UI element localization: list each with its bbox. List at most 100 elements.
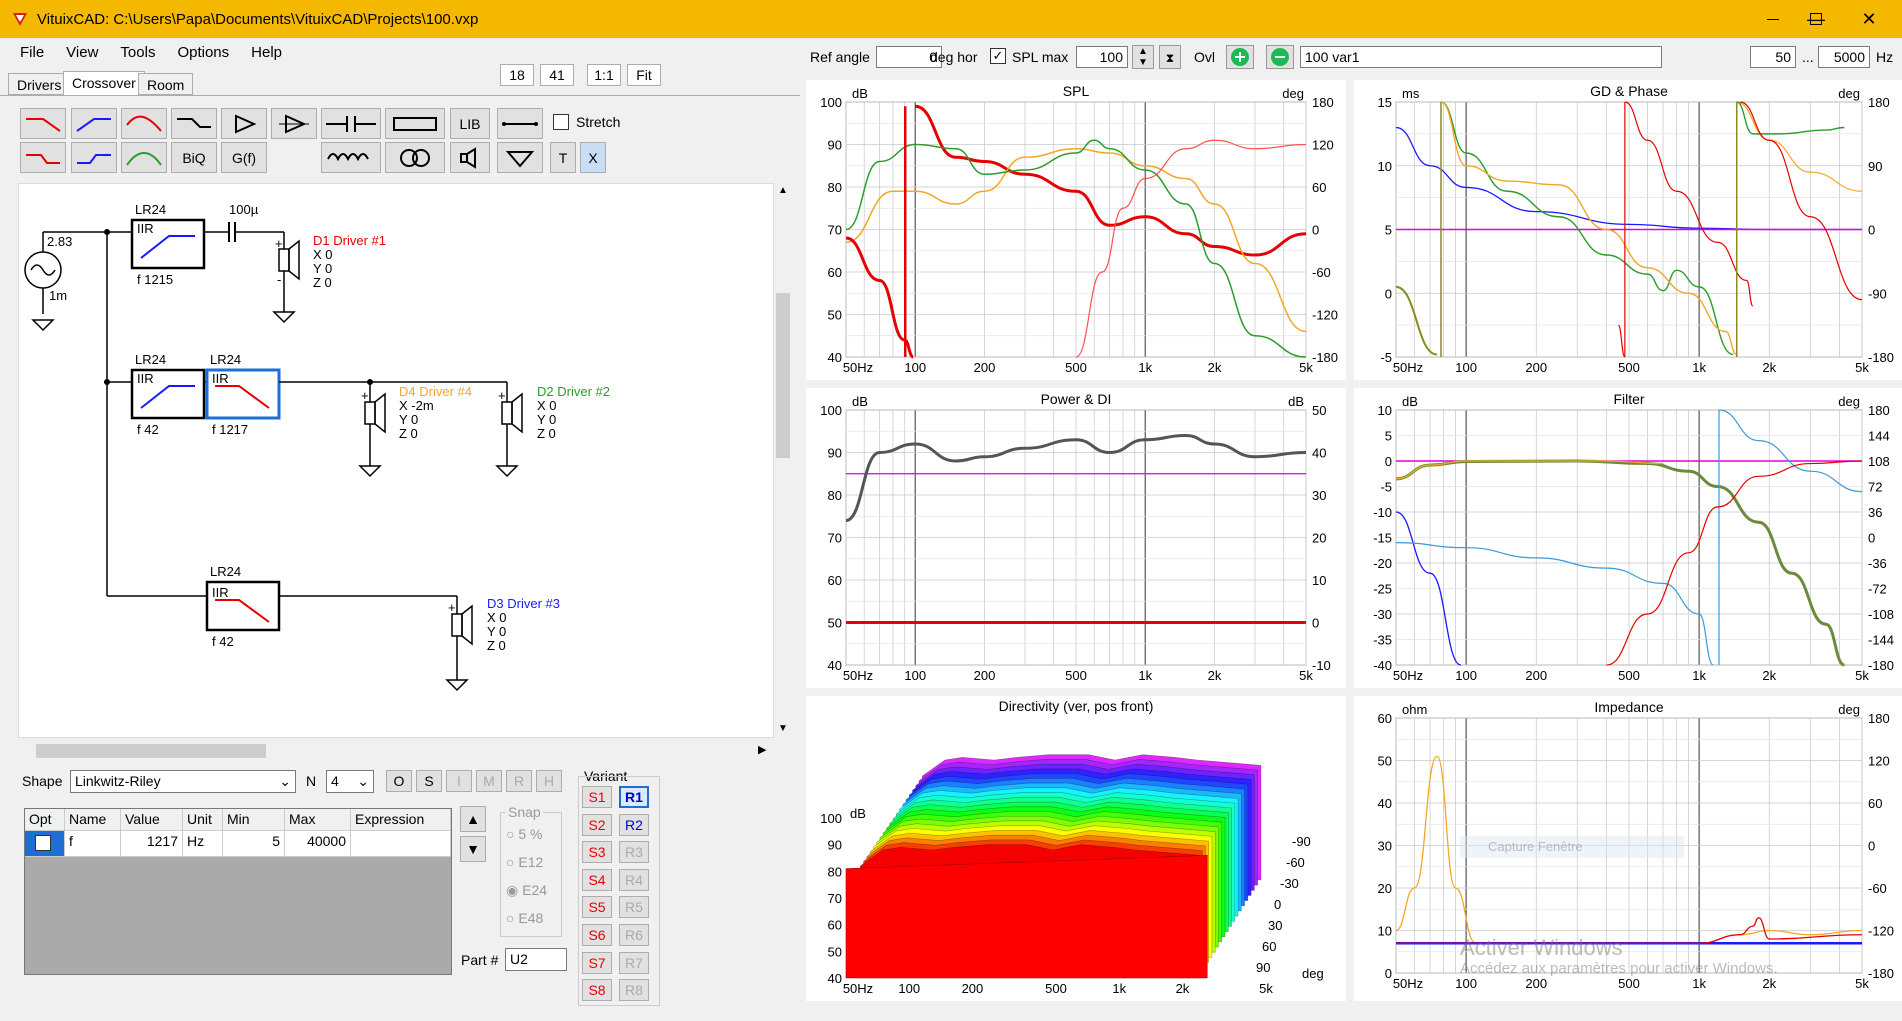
flag-o-button[interactable]: O xyxy=(386,770,412,792)
tab-drivers[interactable]: Drivers xyxy=(8,73,71,95)
wire-tool[interactable] xyxy=(497,108,543,139)
biquad-tool[interactable]: BiQ xyxy=(171,142,217,173)
move-up-button[interactable]: ▲ xyxy=(460,806,486,832)
variant-s1-button[interactable]: S1 xyxy=(582,786,612,808)
min-cell[interactable]: 5 xyxy=(223,831,285,857)
shelf-tool[interactable] xyxy=(171,108,217,139)
scroll-right-icon[interactable]: ▶ xyxy=(758,744,767,756)
variant-s8-button[interactable]: S8 xyxy=(582,979,612,1002)
gain-tool[interactable] xyxy=(271,108,317,139)
spl-chart[interactable]: SPL dB deg 100 90 80 70 60 50 40 180 120 60 0 -60 -120 -… xyxy=(806,80,1346,380)
variant-s7-button[interactable]: S7 xyxy=(582,951,612,974)
peak-tool[interactable] xyxy=(121,108,167,139)
move-down-button[interactable]: ▼ xyxy=(460,836,486,862)
spl-stepper[interactable]: ▲ ▼ xyxy=(1132,45,1154,69)
transformer-tool[interactable] xyxy=(385,142,445,173)
lowpass1-tool[interactable] xyxy=(20,108,66,139)
variant-r7-button[interactable]: R7 xyxy=(619,951,649,974)
driver-tool[interactable] xyxy=(450,142,490,173)
add-overlay-button[interactable] xyxy=(1226,45,1254,69)
snap-e12-radio[interactable]: ○ E12 xyxy=(506,854,544,870)
value-cell[interactable]: 1217 xyxy=(121,831,183,857)
schematic-hscroll[interactable]: ▶ xyxy=(18,742,774,760)
snap-e48-radio[interactable]: ○ E48 xyxy=(506,910,544,926)
variant-s4-button[interactable]: S4 xyxy=(582,868,612,891)
flag-m-button[interactable]: M xyxy=(476,770,502,792)
inductor-tool[interactable] xyxy=(321,142,381,173)
text-tool[interactable]: T xyxy=(550,142,576,173)
highpass1-tool[interactable] xyxy=(71,108,117,139)
stepper-up-icon[interactable]: ▲ xyxy=(1138,46,1148,57)
stepper-down-icon[interactable]: ▼ xyxy=(1138,57,1148,68)
variant-name-input[interactable]: 100 var1 xyxy=(1300,46,1662,68)
buffer-tool[interactable] xyxy=(221,108,267,139)
hscroll-thumb[interactable] xyxy=(36,744,266,758)
zoom-level-button[interactable]: 41 xyxy=(540,64,574,86)
directivity-chart[interactable]: Directivity (ver, pos front) dB 100 90 80 70 6… xyxy=(806,696,1346,1001)
menu-file[interactable]: File xyxy=(20,44,45,61)
variant-r2-button[interactable]: R2 xyxy=(619,813,649,836)
filter-chart[interactable]: Filter dB deg 10 5 0 -5 -10 -15 -20 -25 -30 -35 -40 18… xyxy=(1354,388,1902,688)
maximize-button[interactable] xyxy=(1787,0,1845,38)
variant-r5-button[interactable]: R5 xyxy=(619,896,649,919)
power-di-chart[interactable]: Power & DI dB dB 100 90 80 70 60 50 40 50 40 30 20 10 0… xyxy=(806,388,1346,688)
menu-view[interactable]: View xyxy=(66,44,99,61)
zoom-fit-button[interactable]: Fit xyxy=(627,64,661,86)
variant-s5-button[interactable]: S5 xyxy=(582,896,612,919)
lowpass2-tool[interactable] xyxy=(20,142,66,173)
max-cell[interactable]: 40000 xyxy=(285,831,351,857)
grid-size-button[interactable]: 18 xyxy=(500,64,534,86)
vscroll-thumb[interactable] xyxy=(776,293,790,458)
schematic-vscroll[interactable]: ▲ ▼ xyxy=(774,183,792,738)
variant-r6-button[interactable]: R6 xyxy=(619,924,649,946)
spl-max-checkbox[interactable]: ✓ xyxy=(990,48,1006,64)
variant-s3-button[interactable]: S3 xyxy=(582,841,612,864)
expression-cell[interactable] xyxy=(351,831,451,857)
variant-r1-button[interactable]: R1 xyxy=(619,786,649,808)
impedance-chart[interactable]: Impedance ohm deg 60 50 40 30 20 10 0 180 120 60 0 -60… xyxy=(1354,696,1902,1001)
delete-tool[interactable]: X xyxy=(580,142,606,173)
resistor-tool[interactable] xyxy=(385,108,445,139)
remove-overlay-button[interactable] xyxy=(1266,45,1294,69)
shape-select[interactable]: Linkwitz-Riley ⌄ xyxy=(70,770,296,793)
menu-tools[interactable]: Tools xyxy=(120,44,156,61)
highpass2-tool[interactable] xyxy=(71,142,117,173)
spl-limit-button[interactable]: ⧗ xyxy=(1159,45,1181,69)
menu-help[interactable]: Help xyxy=(251,44,283,61)
part-input[interactable]: U2 xyxy=(505,948,567,971)
scroll-up-icon[interactable]: ▲ xyxy=(778,185,788,196)
tab-room[interactable]: Room xyxy=(138,73,194,95)
gd-phase-chart[interactable]: GD & Phase ms deg 15 10 5 0 -5 180 90 0 -90 -180 50Hz… xyxy=(1354,80,1902,380)
flag-i-button[interactable]: I xyxy=(446,770,472,792)
capacitor-tool[interactable] xyxy=(321,108,381,139)
library-tool[interactable]: LIB xyxy=(450,108,490,139)
scroll-down-icon[interactable]: ▼ xyxy=(778,723,788,734)
stretch-checkbox[interactable] xyxy=(553,114,569,130)
snap-e24-radio[interactable]: ◉ E24 xyxy=(506,882,548,898)
variant-s6-button[interactable]: S6 xyxy=(582,924,612,946)
freq-min-input[interactable]: 50 xyxy=(1750,46,1796,68)
opt-cell[interactable] xyxy=(25,831,65,857)
transfer-function-tool[interactable]: G(f) xyxy=(221,142,267,173)
table-row[interactable]: f 1217 Hz 5 40000 xyxy=(25,831,451,857)
close-button[interactable]: ✕ xyxy=(1840,0,1898,38)
ref-angle-input[interactable]: 0 xyxy=(876,46,942,68)
zoom-1to1-button[interactable]: 1:1 xyxy=(587,64,621,86)
variant-s2-button[interactable]: S2 xyxy=(582,813,612,836)
opt-checkbox[interactable] xyxy=(35,835,51,851)
order-select[interactable]: 4 ⌄ xyxy=(326,770,374,793)
variant-r4-button[interactable]: R4 xyxy=(619,868,649,891)
freq-max-input[interactable]: 5000 xyxy=(1818,46,1870,68)
flag-r-button[interactable]: R xyxy=(506,770,532,792)
bandpass-tool[interactable] xyxy=(121,142,167,173)
flag-s-button[interactable]: S xyxy=(416,770,442,792)
schematic-canvas[interactable]: 2.83 1m LR24 IIR f 1215 100µ LR24 IIR f … xyxy=(18,183,774,738)
snap-5pct-radio[interactable]: ○ 5 % xyxy=(506,826,543,842)
variant-r8-button[interactable]: R8 xyxy=(619,979,649,1002)
tab-crossover[interactable]: Crossover xyxy=(63,71,145,96)
variant-r3-button[interactable]: R3 xyxy=(619,841,649,864)
menu-options[interactable]: Options xyxy=(177,44,230,61)
ground-tool[interactable] xyxy=(497,142,543,173)
flag-h-button[interactable]: H xyxy=(536,770,562,792)
minimize-button[interactable] xyxy=(1744,0,1802,38)
